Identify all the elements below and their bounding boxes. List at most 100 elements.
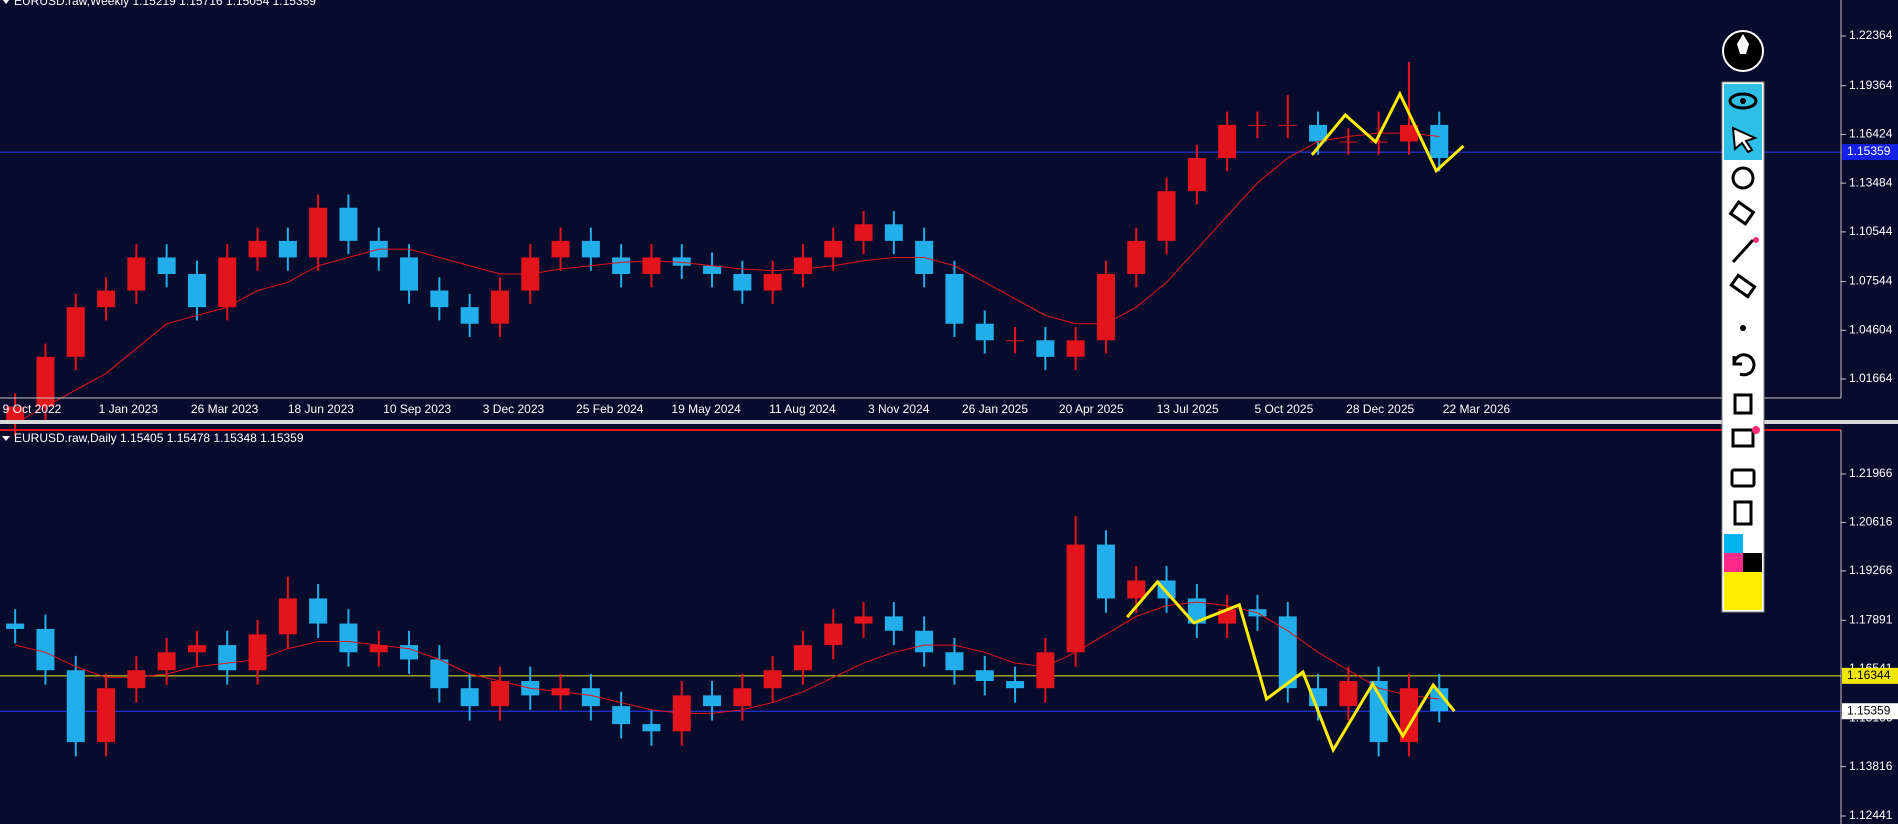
candle-body — [1187, 598, 1206, 624]
candle-body — [97, 688, 116, 743]
y-tick-label: 1.22364 — [1849, 28, 1893, 42]
color-magenta[interactable] — [1724, 553, 1743, 572]
moving-average — [14, 132, 1440, 424]
collapse-arrow — [2, 436, 10, 441]
clipboard-tool[interactable] — [1733, 500, 1753, 526]
y-tick-label: 1.19364 — [1849, 78, 1893, 92]
color-white[interactable] — [1743, 534, 1762, 553]
candle-body — [824, 240, 843, 258]
candle-body — [248, 240, 267, 258]
candle-body — [672, 257, 691, 266]
candle-body — [642, 724, 661, 732]
price-badge — [1842, 703, 1898, 720]
collapse-arrow — [2, 0, 10, 4]
splitter[interactable] — [0, 420, 1898, 424]
candle-body — [248, 634, 267, 671]
moving-average — [15, 601, 1440, 714]
price-badge-label: 1.15359 — [1847, 703, 1891, 717]
candle-body — [733, 688, 752, 707]
eye-tool[interactable] — [1728, 92, 1758, 110]
x-tick-label: 20 Apr 2025 — [1059, 402, 1124, 416]
x-tick-label: 10 Sep 2023 — [383, 402, 451, 416]
candle-body — [642, 257, 661, 275]
x-tick-label: 19 May 2024 — [671, 402, 741, 416]
candle-body — [490, 290, 509, 324]
y-tick-label: 1.16424 — [1849, 127, 1893, 141]
candle-body — [703, 265, 722, 275]
camera-tool[interactable] — [1730, 468, 1756, 488]
y-tick-label: 1.17891 — [1849, 612, 1893, 626]
color-black[interactable] — [1743, 553, 1762, 572]
x-tick-label: 9 Oct 2022 — [3, 402, 62, 416]
candle-body — [1369, 141, 1388, 143]
x-tick-label: 25 Feb 2024 — [576, 402, 644, 416]
board-tool[interactable] — [1731, 428, 1755, 448]
y-tick-label: 1.13484 — [1849, 175, 1893, 189]
candle-body — [793, 257, 812, 275]
candle-body — [400, 645, 419, 660]
candle-body — [97, 290, 116, 308]
x-tick-label: 13 Jul 2025 — [1157, 402, 1219, 416]
candle-body — [66, 670, 85, 743]
candle-body — [1339, 141, 1358, 143]
price-badge-label: 1.15359 — [1847, 144, 1891, 158]
price-badge-label: 1.16344 — [1847, 668, 1891, 682]
eraser-tool[interactable] — [1729, 273, 1757, 299]
candle-body — [733, 274, 752, 291]
candle-body — [490, 681, 509, 707]
candle-body — [430, 659, 449, 689]
candle-body — [66, 307, 85, 357]
candle-body — [1430, 688, 1449, 712]
highlighter-tool[interactable] — [1728, 200, 1756, 226]
y-tick-label: 1.21966 — [1849, 466, 1893, 480]
price-badge — [1842, 667, 1898, 684]
cursor-tool[interactable] — [1731, 126, 1758, 154]
candle-body — [884, 616, 903, 631]
y-tick-label: 1.04604 — [1849, 322, 1893, 336]
candle-body — [581, 688, 600, 707]
candle-body — [1127, 240, 1146, 275]
candle-body — [339, 623, 358, 653]
candle-body — [1248, 124, 1267, 126]
line-tool[interactable] — [1731, 238, 1755, 264]
candle-body — [1339, 681, 1358, 707]
candle-body — [1278, 124, 1297, 126]
candle-body — [460, 688, 479, 707]
candle-body — [1127, 580, 1146, 599]
y-tick-label: 1.07544 — [1849, 274, 1893, 288]
candle-body — [763, 670, 782, 689]
y-tick-label: 1.01664 — [1849, 371, 1893, 385]
x-tick-label: 26 Jan 2025 — [962, 402, 1028, 416]
y-tick-label: 1.20616 — [1849, 515, 1893, 529]
candle-body — [157, 652, 176, 671]
candle-body — [612, 257, 631, 275]
zigzag — [1310, 90, 1465, 174]
zigzag — [1126, 579, 1456, 754]
candle-body — [1309, 124, 1328, 142]
trash-tool[interactable] — [1733, 393, 1753, 415]
toolbar-panel — [1721, 81, 1765, 613]
pen-icon — [1737, 34, 1749, 54]
color-yellow[interactable] — [1724, 572, 1762, 610]
ellipse-tool[interactable] — [1731, 166, 1755, 190]
undo-tool[interactable] — [1732, 353, 1756, 377]
candle-body — [612, 706, 631, 725]
candle-body — [369, 645, 388, 653]
candle-body — [1036, 652, 1055, 689]
candle-body — [1006, 681, 1025, 689]
candle-body — [1399, 688, 1418, 743]
x-tick-label: 5 Oct 2025 — [1255, 402, 1314, 416]
candle-body — [854, 616, 873, 624]
y-tick-label: 1.19266 — [1849, 563, 1893, 577]
candle-body — [278, 598, 297, 635]
candle-body — [157, 257, 176, 275]
candle-body — [854, 224, 873, 241]
y-tick-label: 1.13816 — [1849, 759, 1893, 773]
dot-tool[interactable] — [1740, 325, 1746, 331]
candle-body — [915, 630, 934, 653]
color-cyan[interactable] — [1724, 534, 1743, 553]
tool-dot — [1752, 426, 1760, 434]
candle-body — [945, 274, 964, 324]
